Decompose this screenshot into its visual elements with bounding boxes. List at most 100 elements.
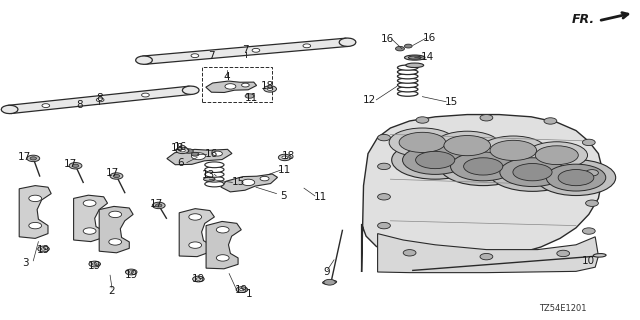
Text: 16: 16 — [423, 33, 436, 44]
Text: 3: 3 — [22, 258, 29, 268]
Circle shape — [216, 227, 229, 233]
Text: 12: 12 — [364, 95, 376, 105]
Text: 11: 11 — [278, 165, 291, 175]
Ellipse shape — [323, 280, 337, 284]
Ellipse shape — [397, 91, 418, 96]
Text: 17: 17 — [106, 168, 118, 179]
Circle shape — [152, 202, 165, 209]
Ellipse shape — [397, 65, 418, 70]
Circle shape — [268, 87, 273, 90]
Ellipse shape — [92, 263, 97, 265]
Polygon shape — [99, 206, 133, 253]
Ellipse shape — [339, 38, 356, 46]
Text: 7: 7 — [208, 51, 214, 61]
Circle shape — [184, 149, 193, 153]
Circle shape — [191, 152, 199, 156]
Text: 19: 19 — [88, 260, 101, 271]
Text: 19: 19 — [37, 245, 50, 255]
Circle shape — [403, 250, 416, 256]
Circle shape — [30, 157, 36, 160]
Text: 8: 8 — [96, 92, 102, 103]
Text: 4: 4 — [224, 72, 230, 82]
Circle shape — [176, 147, 189, 154]
Circle shape — [303, 44, 310, 48]
Text: 13: 13 — [202, 170, 215, 180]
Text: 18: 18 — [282, 151, 294, 161]
Ellipse shape — [593, 253, 606, 257]
Circle shape — [216, 255, 229, 261]
Ellipse shape — [205, 176, 224, 182]
Circle shape — [252, 48, 260, 52]
Circle shape — [83, 200, 96, 206]
Circle shape — [42, 104, 50, 108]
Circle shape — [582, 228, 595, 234]
Circle shape — [582, 139, 595, 146]
Text: 18: 18 — [172, 143, 184, 153]
Text: 18: 18 — [261, 81, 274, 91]
Ellipse shape — [204, 177, 215, 181]
Ellipse shape — [547, 164, 605, 191]
Ellipse shape — [205, 167, 224, 172]
Circle shape — [96, 98, 104, 102]
Polygon shape — [221, 174, 278, 192]
Circle shape — [557, 250, 570, 257]
Text: 17: 17 — [18, 152, 31, 163]
Circle shape — [278, 154, 291, 161]
Ellipse shape — [239, 288, 244, 291]
Ellipse shape — [408, 56, 421, 59]
Ellipse shape — [451, 152, 516, 181]
Circle shape — [189, 214, 202, 220]
Circle shape — [69, 163, 82, 169]
Circle shape — [260, 176, 269, 181]
Circle shape — [29, 222, 42, 229]
Ellipse shape — [182, 86, 199, 94]
Circle shape — [156, 204, 162, 207]
Circle shape — [29, 195, 42, 202]
Circle shape — [72, 164, 79, 167]
Circle shape — [264, 86, 276, 92]
Polygon shape — [167, 149, 232, 165]
Ellipse shape — [480, 136, 547, 165]
Ellipse shape — [406, 63, 424, 68]
Circle shape — [396, 46, 404, 51]
Ellipse shape — [236, 287, 248, 292]
Circle shape — [544, 118, 557, 124]
Ellipse shape — [500, 158, 565, 187]
Ellipse shape — [397, 69, 418, 75]
Polygon shape — [74, 195, 108, 242]
Ellipse shape — [490, 140, 536, 160]
Circle shape — [242, 179, 255, 186]
Text: 17: 17 — [64, 159, 77, 169]
Circle shape — [245, 94, 254, 98]
Text: 16: 16 — [205, 148, 218, 159]
Ellipse shape — [205, 172, 224, 177]
Polygon shape — [206, 81, 257, 92]
Text: 7: 7 — [243, 44, 249, 55]
Text: 1: 1 — [246, 289, 253, 299]
Ellipse shape — [38, 246, 49, 252]
Text: 15: 15 — [445, 97, 458, 107]
Ellipse shape — [136, 56, 152, 64]
Ellipse shape — [558, 170, 594, 186]
Circle shape — [83, 228, 96, 234]
Ellipse shape — [397, 74, 418, 79]
Circle shape — [378, 222, 390, 229]
Ellipse shape — [434, 131, 500, 160]
Circle shape — [378, 194, 390, 200]
Ellipse shape — [399, 132, 445, 152]
Circle shape — [141, 93, 149, 97]
Ellipse shape — [403, 146, 468, 174]
Ellipse shape — [415, 151, 455, 169]
Ellipse shape — [397, 78, 418, 83]
Ellipse shape — [444, 135, 490, 156]
Polygon shape — [206, 221, 241, 269]
Text: 19: 19 — [192, 274, 205, 284]
Circle shape — [378, 134, 390, 141]
Text: 5: 5 — [280, 191, 287, 201]
Text: 14: 14 — [421, 52, 434, 62]
Text: 19: 19 — [236, 284, 248, 295]
Polygon shape — [19, 186, 51, 238]
Circle shape — [480, 115, 493, 121]
Text: 17: 17 — [150, 199, 163, 209]
Circle shape — [113, 174, 120, 178]
